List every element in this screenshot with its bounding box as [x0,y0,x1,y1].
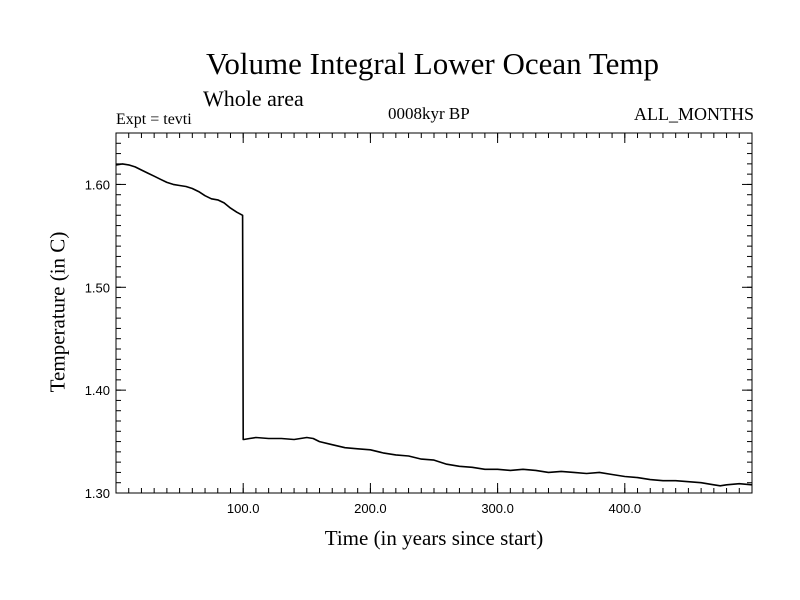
y-tick-label: 1.60 [85,177,110,192]
y-tick-label: 1.40 [85,383,110,398]
y-tick-label: 1.30 [85,486,110,501]
months-label: ALL_MONTHS [634,104,754,124]
minor-ticks [116,133,752,493]
chart-subtitle: Whole area [203,86,304,111]
x-tick-label: 200.0 [354,501,387,516]
chart-title: Volume Integral Lower Ocean Temp [206,46,659,81]
y-tick-label: 1.50 [85,280,110,295]
major-ticks [116,133,752,494]
x-tick-label: 100.0 [227,501,260,516]
x-tick-label: 400.0 [609,501,642,516]
tick-labels: 100.0 200.0 300.0 400.0 1.30 1.40 1.50 1.60 [85,177,641,516]
experiment-label: Expt = tevti [116,111,192,128]
x-tick-label: 300.0 [481,501,514,516]
period-label: 0008kyr BP [388,104,470,123]
x-axis-label: Time (in years since start) [324,526,544,550]
temperature-series-line [115,163,753,487]
plot-frame [115,132,753,494]
